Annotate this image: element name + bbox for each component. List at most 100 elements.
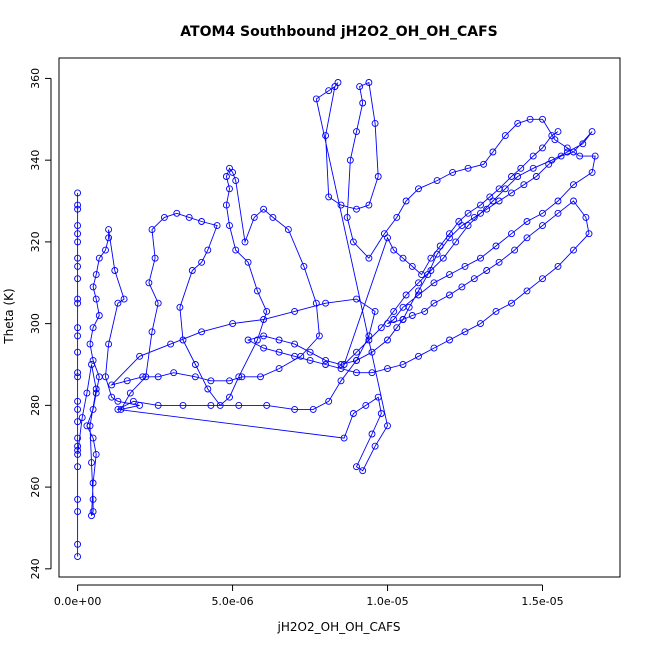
data-point bbox=[353, 369, 360, 377]
data-point bbox=[257, 373, 264, 381]
data-point bbox=[526, 115, 534, 123]
data-point bbox=[508, 173, 515, 180]
data-point bbox=[92, 271, 100, 279]
data-point bbox=[88, 361, 95, 368]
data-point bbox=[337, 361, 345, 368]
data-point bbox=[353, 463, 360, 471]
data-point bbox=[148, 226, 156, 234]
data-point bbox=[111, 267, 119, 274]
data-point bbox=[415, 185, 422, 193]
data-point bbox=[539, 275, 546, 283]
data-point bbox=[89, 283, 97, 291]
data-point bbox=[74, 348, 82, 356]
data-point bbox=[253, 336, 261, 344]
data-point bbox=[120, 295, 128, 303]
data-point bbox=[359, 99, 367, 107]
data-point bbox=[88, 459, 95, 467]
data-point bbox=[430, 344, 438, 352]
y-tick-label: 300 bbox=[29, 313, 42, 334]
data-point bbox=[74, 295, 82, 303]
data-point bbox=[74, 262, 82, 270]
data-point bbox=[458, 283, 466, 291]
y-axis: 240 260 280 300 320 340 360 bbox=[29, 68, 52, 579]
data-point bbox=[501, 132, 509, 140]
data-point bbox=[167, 340, 175, 348]
data-point bbox=[123, 377, 131, 385]
data-point bbox=[235, 373, 243, 381]
data-point bbox=[235, 401, 243, 409]
y-tick-label: 340 bbox=[29, 150, 42, 171]
data-point bbox=[390, 316, 398, 323]
data-point bbox=[154, 373, 162, 381]
data-point bbox=[250, 213, 258, 221]
data-point bbox=[483, 267, 491, 274]
data-point bbox=[486, 193, 494, 201]
data-point bbox=[74, 205, 82, 213]
data-point bbox=[582, 213, 590, 221]
data-point bbox=[446, 336, 453, 344]
data-point bbox=[74, 222, 82, 230]
data-point bbox=[88, 512, 95, 520]
data-point bbox=[371, 119, 379, 127]
data-point bbox=[349, 238, 357, 246]
data-point bbox=[173, 209, 181, 217]
data-point bbox=[446, 271, 453, 279]
data-point bbox=[452, 238, 460, 246]
data-point bbox=[232, 246, 240, 254]
plot-frame bbox=[58, 57, 621, 578]
data-point bbox=[508, 189, 515, 197]
data-point bbox=[353, 348, 360, 356]
data-point bbox=[529, 164, 537, 172]
data-point bbox=[563, 144, 571, 152]
data-point bbox=[154, 299, 162, 307]
data-point bbox=[483, 205, 491, 213]
data-point bbox=[340, 361, 348, 368]
data-point bbox=[204, 246, 212, 254]
data-point bbox=[393, 213, 401, 221]
data-point bbox=[570, 181, 577, 189]
data-point bbox=[142, 373, 150, 381]
data-point bbox=[315, 332, 323, 340]
data-point bbox=[78, 414, 86, 422]
data-point bbox=[557, 152, 565, 160]
data-point bbox=[340, 434, 348, 442]
data-point bbox=[539, 209, 546, 217]
data-point bbox=[477, 201, 484, 209]
data-point bbox=[508, 230, 515, 238]
data-point bbox=[151, 254, 159, 262]
data-point bbox=[74, 324, 82, 332]
data-point bbox=[433, 177, 441, 185]
data-point bbox=[427, 267, 435, 274]
data-point bbox=[520, 181, 528, 189]
data-point bbox=[207, 401, 215, 409]
data-point bbox=[390, 307, 398, 315]
data-point bbox=[554, 262, 562, 270]
x-axis-label: jH2O2_OH_OH_CAFS bbox=[277, 620, 401, 634]
data-point bbox=[291, 307, 299, 315]
data-point bbox=[415, 352, 422, 360]
data-point bbox=[374, 173, 382, 180]
data-point bbox=[325, 87, 333, 95]
data-point bbox=[309, 405, 317, 413]
data-point bbox=[517, 164, 525, 172]
data-point bbox=[136, 352, 144, 360]
data-point bbox=[523, 287, 531, 295]
data-point bbox=[408, 312, 416, 319]
data-point bbox=[74, 201, 82, 209]
data-point bbox=[312, 95, 320, 103]
data-point bbox=[365, 332, 373, 340]
data-point bbox=[427, 254, 435, 262]
data-point bbox=[176, 303, 184, 311]
data-point bbox=[337, 201, 345, 209]
data-point bbox=[402, 291, 410, 299]
data-point bbox=[346, 156, 354, 164]
data-point bbox=[95, 254, 103, 262]
data-point bbox=[477, 209, 484, 217]
data-point bbox=[89, 405, 97, 413]
y-tick-label: 360 bbox=[29, 68, 42, 89]
data-point bbox=[74, 332, 82, 340]
data-point bbox=[390, 246, 398, 254]
data-point bbox=[393, 324, 401, 332]
